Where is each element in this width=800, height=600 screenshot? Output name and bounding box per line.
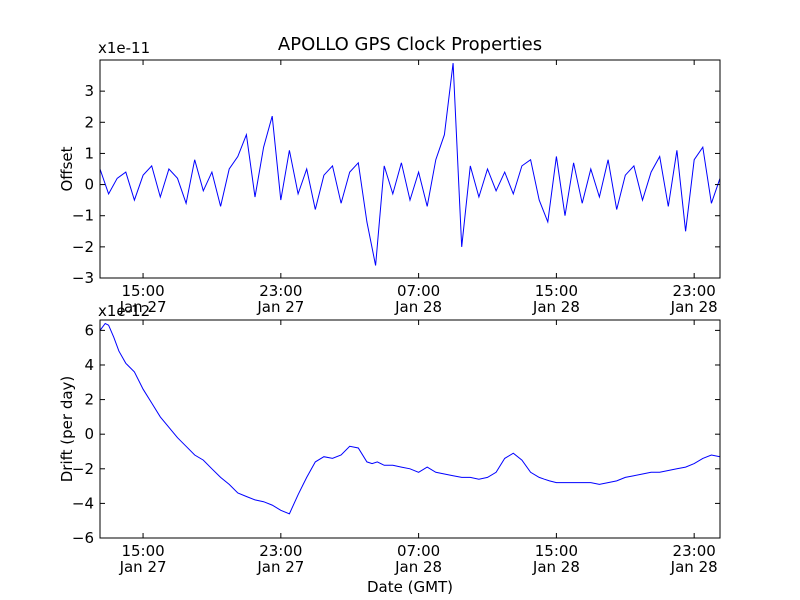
drift-panel: x1e-12 Drift (per day) −6−4−2024615:00Ja…: [58, 302, 721, 596]
offset-y-tick-label: −3: [72, 269, 94, 287]
drift-x-tick-date-label: Jan 28: [670, 558, 718, 576]
offset-y-tick-label: 3: [84, 82, 94, 100]
drift-y-tick-label: −4: [72, 494, 94, 512]
drift-y-tick-label: −2: [72, 460, 94, 478]
drift-x-tick-time-label: 07:00: [397, 542, 440, 560]
drift-x-tick-date-label: Jan 28: [394, 558, 442, 576]
offset-x-tick-date-label: Jan 28: [670, 298, 718, 316]
drift-x-tick-time-label: 15:00: [121, 542, 164, 560]
offset-y-tick-label: 1: [84, 144, 94, 162]
drift-x-tick-time-label: 15:00: [535, 542, 578, 560]
drift-axes-frame: [99, 319, 721, 539]
drift-y-tick-label: 6: [84, 321, 94, 339]
drift-x-tick-date-label: Jan 27: [119, 558, 167, 576]
drift-y-tick-label: 2: [84, 391, 94, 409]
offset-y-tick-label: −2: [72, 238, 94, 256]
offset-y-tick-label: 2: [84, 113, 94, 131]
offset-y-tick-label: 0: [84, 176, 94, 194]
offset-x-tick-time-label: 15:00: [535, 282, 578, 300]
drift-x-tick-date-label: Jan 28: [532, 558, 580, 576]
offset-x-tick-time-label: 07:00: [397, 282, 440, 300]
x-axis-label: Date (GMT): [367, 578, 453, 596]
offset-x-tick-time-label: 23:00: [673, 282, 716, 300]
offset-x-tick-date-label: Jan 27: [119, 298, 167, 316]
offset-x-tick-time-label: 15:00: [121, 282, 164, 300]
drift-y-tick-label: −6: [72, 529, 94, 547]
drift-y-tick-label: 4: [84, 356, 94, 374]
drift-y-tick-label: 0: [84, 425, 94, 443]
drift-multiplier-label: x1e-12: [98, 302, 150, 320]
offset-y-tick-label: −1: [72, 207, 94, 225]
drift-x-tick-time-label: 23:00: [673, 542, 716, 560]
drift-x-tick-time-label: 23:00: [259, 542, 302, 560]
drift-series-line: [99, 322, 721, 515]
chart-title: APOLLO GPS Clock Properties: [278, 34, 542, 55]
offset-multiplier-label: x1e-11: [98, 39, 150, 57]
offset-series-line: [99, 63, 721, 266]
offset-x-tick-date-label: Jan 28: [532, 298, 580, 316]
offset-y-axis-label: Offset: [58, 146, 76, 191]
offset-x-tick-date-label: Jan 28: [394, 298, 442, 316]
offset-axes-frame: [99, 59, 721, 279]
offset-x-tick-date-label: Jan 27: [256, 298, 304, 316]
offset-x-tick-time-label: 23:00: [259, 282, 302, 300]
drift-x-tick-date-label: Jan 27: [256, 558, 304, 576]
drift-y-axis-label: Drift (per day): [58, 376, 76, 483]
